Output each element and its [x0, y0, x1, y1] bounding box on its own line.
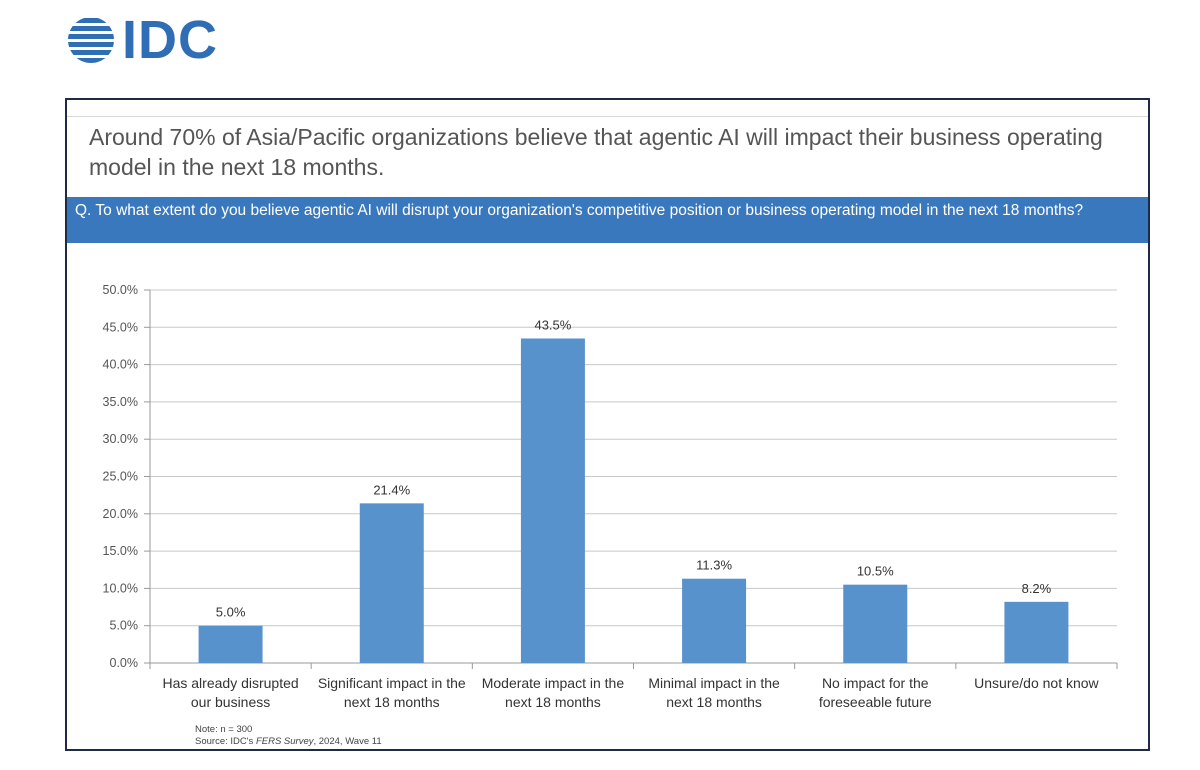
- x-category-label: next 18 months: [666, 694, 762, 710]
- data-label: 21.4%: [373, 482, 410, 497]
- bar: [520, 338, 585, 663]
- chart-note: Note: n = 300 Source: IDC's FERS Survey,…: [195, 724, 382, 748]
- y-tick-label: 25.0%: [103, 470, 138, 484]
- x-category-label: Significant impact in the: [318, 675, 466, 691]
- source-suffix: , 2024, Wave 11: [313, 736, 382, 747]
- note-sample-size: Note: n = 300: [195, 724, 253, 735]
- logo-text: IDC: [122, 10, 218, 70]
- globe-logo-icon: [68, 18, 114, 63]
- y-tick-label: 40.0%: [103, 358, 138, 372]
- top-divider: [67, 116, 1148, 117]
- data-label: 5.0%: [216, 605, 246, 620]
- x-category-label: next 18 months: [344, 694, 440, 710]
- bar: [198, 625, 263, 663]
- x-category-label: Minimal impact in the: [648, 675, 780, 691]
- y-tick-label: 5.0%: [110, 619, 139, 633]
- y-tick-label: 50.0%: [103, 283, 138, 297]
- bar: [1004, 601, 1069, 663]
- x-category-label: Has already disrupted: [162, 675, 298, 691]
- y-tick-label: 15.0%: [103, 544, 138, 558]
- x-category-label: our business: [191, 694, 270, 710]
- question-band: Q. To what extent do you believe agentic…: [67, 197, 1148, 243]
- data-label: 11.3%: [696, 558, 732, 573]
- data-label: 43.5%: [534, 317, 571, 332]
- idc-logo: IDC: [66, 12, 218, 68]
- bar: [843, 584, 908, 663]
- headline: Around 70% of Asia/Pacific organizations…: [89, 124, 1103, 180]
- x-category-label: next 18 months: [505, 694, 601, 710]
- bar-chart: 0.0% 5.0% 10.0% 15.0% 20.0% 25.0% 30.0% 35.0% 40…: [103, 283, 1118, 710]
- chart-card: Around 70% of Asia/Pacific organizations…: [65, 98, 1150, 751]
- data-label: 8.2%: [1022, 581, 1052, 596]
- note-source: Source: IDC's FERS Survey, 2024, Wave 11: [195, 736, 382, 748]
- x-category-label: No impact for the: [822, 675, 929, 691]
- source-survey-name: FERS Survey: [255, 736, 314, 747]
- y-tick-label: 10.0%: [103, 581, 138, 595]
- y-tick-label: 35.0%: [103, 395, 138, 409]
- y-tick-label: 45.0%: [103, 320, 138, 334]
- bar: [359, 503, 424, 663]
- y-tick-label: 0.0%: [110, 656, 139, 670]
- y-tick-label: 30.0%: [103, 432, 138, 446]
- x-category-label: Unsure/do not know: [974, 675, 1099, 691]
- x-category-label: foreseeable future: [819, 694, 932, 710]
- x-category-label: Moderate impact in the: [482, 675, 625, 691]
- y-tick-label: 20.0%: [103, 507, 138, 521]
- bar: [682, 578, 747, 663]
- source-prefix: Source: IDC's: [195, 736, 256, 747]
- data-label: 10.5%: [857, 564, 894, 579]
